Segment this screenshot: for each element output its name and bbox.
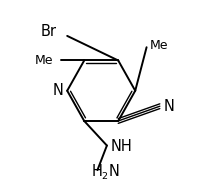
Text: Me: Me <box>34 54 53 67</box>
Text: NH: NH <box>111 139 133 154</box>
Text: N: N <box>164 99 175 114</box>
Text: N: N <box>52 83 63 98</box>
Text: N: N <box>109 164 120 180</box>
Text: Me: Me <box>150 39 168 52</box>
Text: H: H <box>92 164 103 180</box>
Text: 2: 2 <box>101 172 107 181</box>
Text: Br: Br <box>41 24 57 39</box>
